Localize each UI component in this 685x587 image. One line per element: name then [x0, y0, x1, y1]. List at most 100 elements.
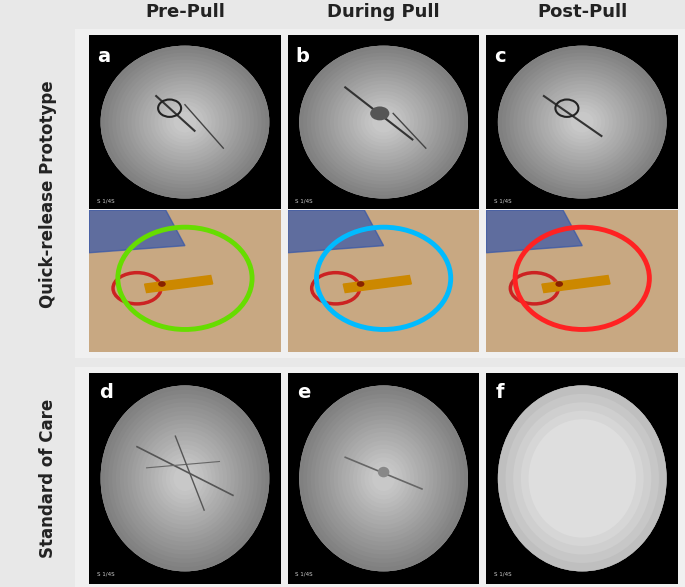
Ellipse shape: [349, 440, 418, 517]
Ellipse shape: [506, 53, 659, 191]
Ellipse shape: [501, 390, 663, 567]
Ellipse shape: [299, 46, 468, 198]
Ellipse shape: [173, 112, 197, 133]
Ellipse shape: [357, 449, 410, 508]
Text: Quick-release Prototype: Quick-release Prototype: [39, 80, 57, 308]
Ellipse shape: [544, 87, 621, 157]
Ellipse shape: [357, 281, 364, 287]
Ellipse shape: [345, 87, 422, 157]
Ellipse shape: [501, 49, 663, 195]
Ellipse shape: [120, 63, 250, 181]
Ellipse shape: [536, 80, 628, 164]
Ellipse shape: [120, 407, 250, 550]
Ellipse shape: [147, 87, 223, 157]
Ellipse shape: [372, 112, 395, 133]
Ellipse shape: [104, 390, 266, 567]
Ellipse shape: [108, 53, 262, 191]
Ellipse shape: [116, 402, 254, 555]
Ellipse shape: [322, 66, 445, 178]
Text: During Pull: During Pull: [327, 2, 440, 21]
Ellipse shape: [112, 56, 258, 188]
Ellipse shape: [162, 453, 208, 504]
Ellipse shape: [563, 457, 601, 500]
Ellipse shape: [101, 46, 269, 198]
Ellipse shape: [364, 457, 403, 500]
Ellipse shape: [556, 98, 609, 146]
Text: d: d: [99, 383, 112, 402]
Polygon shape: [288, 210, 384, 253]
Ellipse shape: [173, 465, 197, 491]
Ellipse shape: [521, 411, 644, 546]
Ellipse shape: [378, 467, 389, 477]
Ellipse shape: [108, 394, 262, 563]
Ellipse shape: [370, 106, 389, 120]
Ellipse shape: [101, 46, 269, 198]
Ellipse shape: [556, 281, 563, 287]
Ellipse shape: [127, 70, 242, 174]
Ellipse shape: [517, 63, 647, 181]
Ellipse shape: [353, 444, 414, 512]
Ellipse shape: [139, 80, 231, 164]
Ellipse shape: [311, 398, 456, 559]
Ellipse shape: [334, 423, 434, 534]
Text: f: f: [496, 383, 504, 402]
Ellipse shape: [314, 402, 453, 555]
Ellipse shape: [353, 95, 414, 150]
Ellipse shape: [567, 108, 597, 136]
Ellipse shape: [521, 66, 644, 178]
Polygon shape: [89, 210, 185, 253]
Ellipse shape: [498, 46, 667, 198]
Ellipse shape: [104, 49, 266, 195]
Ellipse shape: [510, 56, 655, 188]
Ellipse shape: [158, 449, 212, 508]
Ellipse shape: [132, 73, 238, 171]
Ellipse shape: [532, 423, 632, 534]
Ellipse shape: [498, 386, 667, 571]
Ellipse shape: [170, 461, 200, 495]
Ellipse shape: [338, 428, 429, 529]
Ellipse shape: [559, 453, 606, 504]
Text: Standard of Care: Standard of Care: [39, 399, 57, 558]
Ellipse shape: [101, 386, 269, 571]
Text: S 1/4S: S 1/4S: [295, 572, 313, 576]
Text: S 1/4S: S 1/4S: [295, 198, 313, 203]
Text: e: e: [297, 383, 311, 402]
Ellipse shape: [360, 101, 407, 143]
Ellipse shape: [112, 398, 258, 559]
Ellipse shape: [147, 436, 223, 521]
Ellipse shape: [330, 73, 437, 171]
Ellipse shape: [330, 419, 437, 538]
Ellipse shape: [532, 77, 632, 167]
Ellipse shape: [529, 419, 636, 538]
Ellipse shape: [135, 423, 235, 534]
Ellipse shape: [334, 77, 434, 167]
Polygon shape: [486, 210, 582, 253]
Ellipse shape: [319, 63, 449, 181]
Ellipse shape: [154, 444, 216, 512]
FancyBboxPatch shape: [66, 26, 685, 363]
Ellipse shape: [513, 59, 651, 185]
Ellipse shape: [341, 432, 426, 525]
Ellipse shape: [132, 419, 238, 538]
Ellipse shape: [166, 457, 204, 500]
Ellipse shape: [540, 84, 625, 160]
Text: b: b: [295, 48, 309, 66]
Ellipse shape: [338, 80, 429, 164]
Ellipse shape: [166, 104, 204, 140]
Ellipse shape: [303, 49, 464, 195]
Ellipse shape: [314, 59, 453, 185]
Ellipse shape: [571, 112, 594, 133]
Ellipse shape: [127, 415, 242, 542]
Ellipse shape: [548, 91, 616, 153]
Ellipse shape: [341, 84, 426, 160]
Ellipse shape: [135, 77, 235, 167]
Ellipse shape: [548, 440, 616, 517]
Ellipse shape: [544, 436, 621, 521]
Ellipse shape: [299, 386, 468, 571]
Ellipse shape: [372, 465, 395, 491]
Ellipse shape: [123, 66, 247, 178]
Ellipse shape: [506, 394, 659, 563]
Ellipse shape: [551, 444, 613, 512]
Ellipse shape: [506, 394, 659, 563]
Ellipse shape: [369, 461, 399, 495]
